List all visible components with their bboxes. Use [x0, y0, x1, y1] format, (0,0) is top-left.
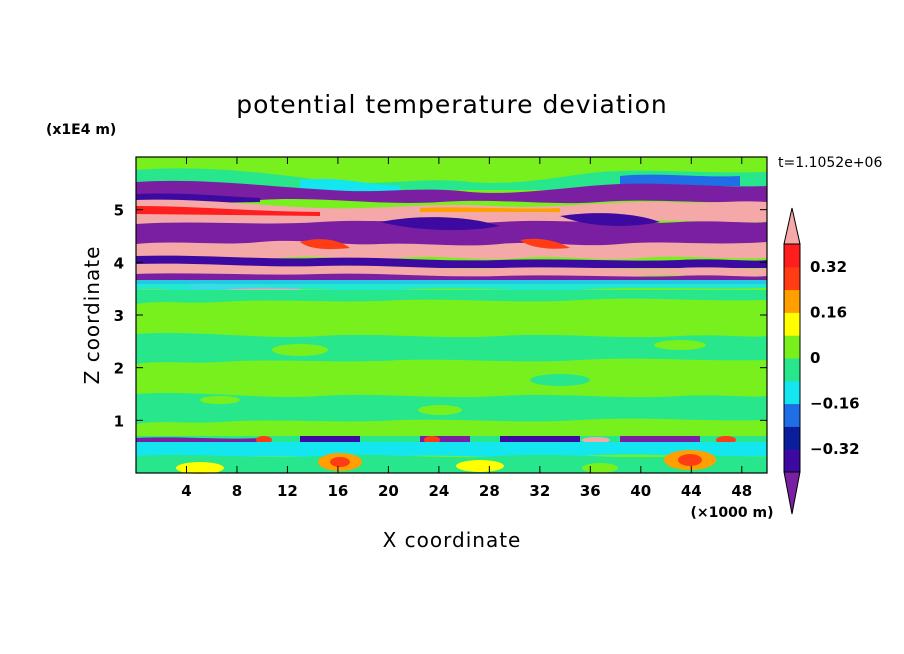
colorbar-swatch — [784, 312, 800, 336]
colorbar-swatch — [784, 426, 800, 450]
y-tick-label: 5 — [114, 202, 124, 220]
colorbar-swatch — [784, 380, 800, 405]
colorbar-tick-label: −0.16 — [810, 395, 860, 413]
colorbar-tick-label: 0.16 — [810, 303, 847, 321]
x-unit-label: (×1000 m) — [691, 505, 774, 521]
plot-area — [135, 156, 768, 474]
time-label: t=1.1052e+06 — [778, 155, 882, 171]
x-tick-label: 32 — [529, 482, 550, 500]
x-tick-label: 28 — [479, 482, 500, 500]
colorbar-tick-label: −0.32 — [810, 440, 860, 458]
y-tick-label: 3 — [114, 307, 124, 325]
field-middle — [136, 290, 767, 436]
x-tick-label: 24 — [428, 482, 449, 500]
x-tick-label: 48 — [731, 482, 752, 500]
field-lower — [136, 436, 767, 474]
x-tick-label: 20 — [378, 482, 399, 500]
chart-title: potential temperature deviation — [236, 90, 667, 119]
y-tick-label: 2 — [114, 360, 124, 378]
field-upper-layers — [136, 168, 767, 291]
colorbar-swatch — [784, 289, 800, 313]
x-tick-label: 8 — [232, 482, 242, 500]
x-tick-label: 12 — [277, 482, 298, 500]
colorbar-tick-label: 0.32 — [810, 258, 847, 276]
colorbar-swatch — [784, 358, 800, 382]
x-axis: 4 8 12 16 20 24 28 32 36 40 44 48 — [181, 157, 752, 500]
y-unit-label: (x1E4 m) — [46, 122, 116, 138]
y-axis: 1 2 3 4 5 — [114, 202, 767, 430]
colorbar-swatch — [784, 403, 800, 427]
colorbar-tick-label: 0 — [810, 349, 820, 367]
x-tick-label: 16 — [327, 482, 348, 500]
colorbar: 0.32 0.16 0 −0.16 −0.32 — [783, 207, 860, 515]
x-tick-label: 40 — [630, 482, 651, 500]
y-axis-label: Z coordinate — [80, 246, 104, 385]
x-tick-label: 4 — [181, 482, 191, 500]
colorbar-swatch — [784, 335, 800, 359]
y-tick-label: 1 — [114, 412, 124, 430]
colorbar-swatch — [784, 449, 800, 473]
colorbar-frame — [783, 243, 801, 473]
colorbar-swatch — [784, 244, 800, 268]
x-tick-label: 36 — [580, 482, 601, 500]
colorbar-swatch — [784, 266, 800, 291]
y-tick-label: 4 — [114, 254, 124, 272]
x-axis-label: X coordinate — [383, 528, 522, 552]
x-tick-label: 44 — [681, 482, 702, 500]
